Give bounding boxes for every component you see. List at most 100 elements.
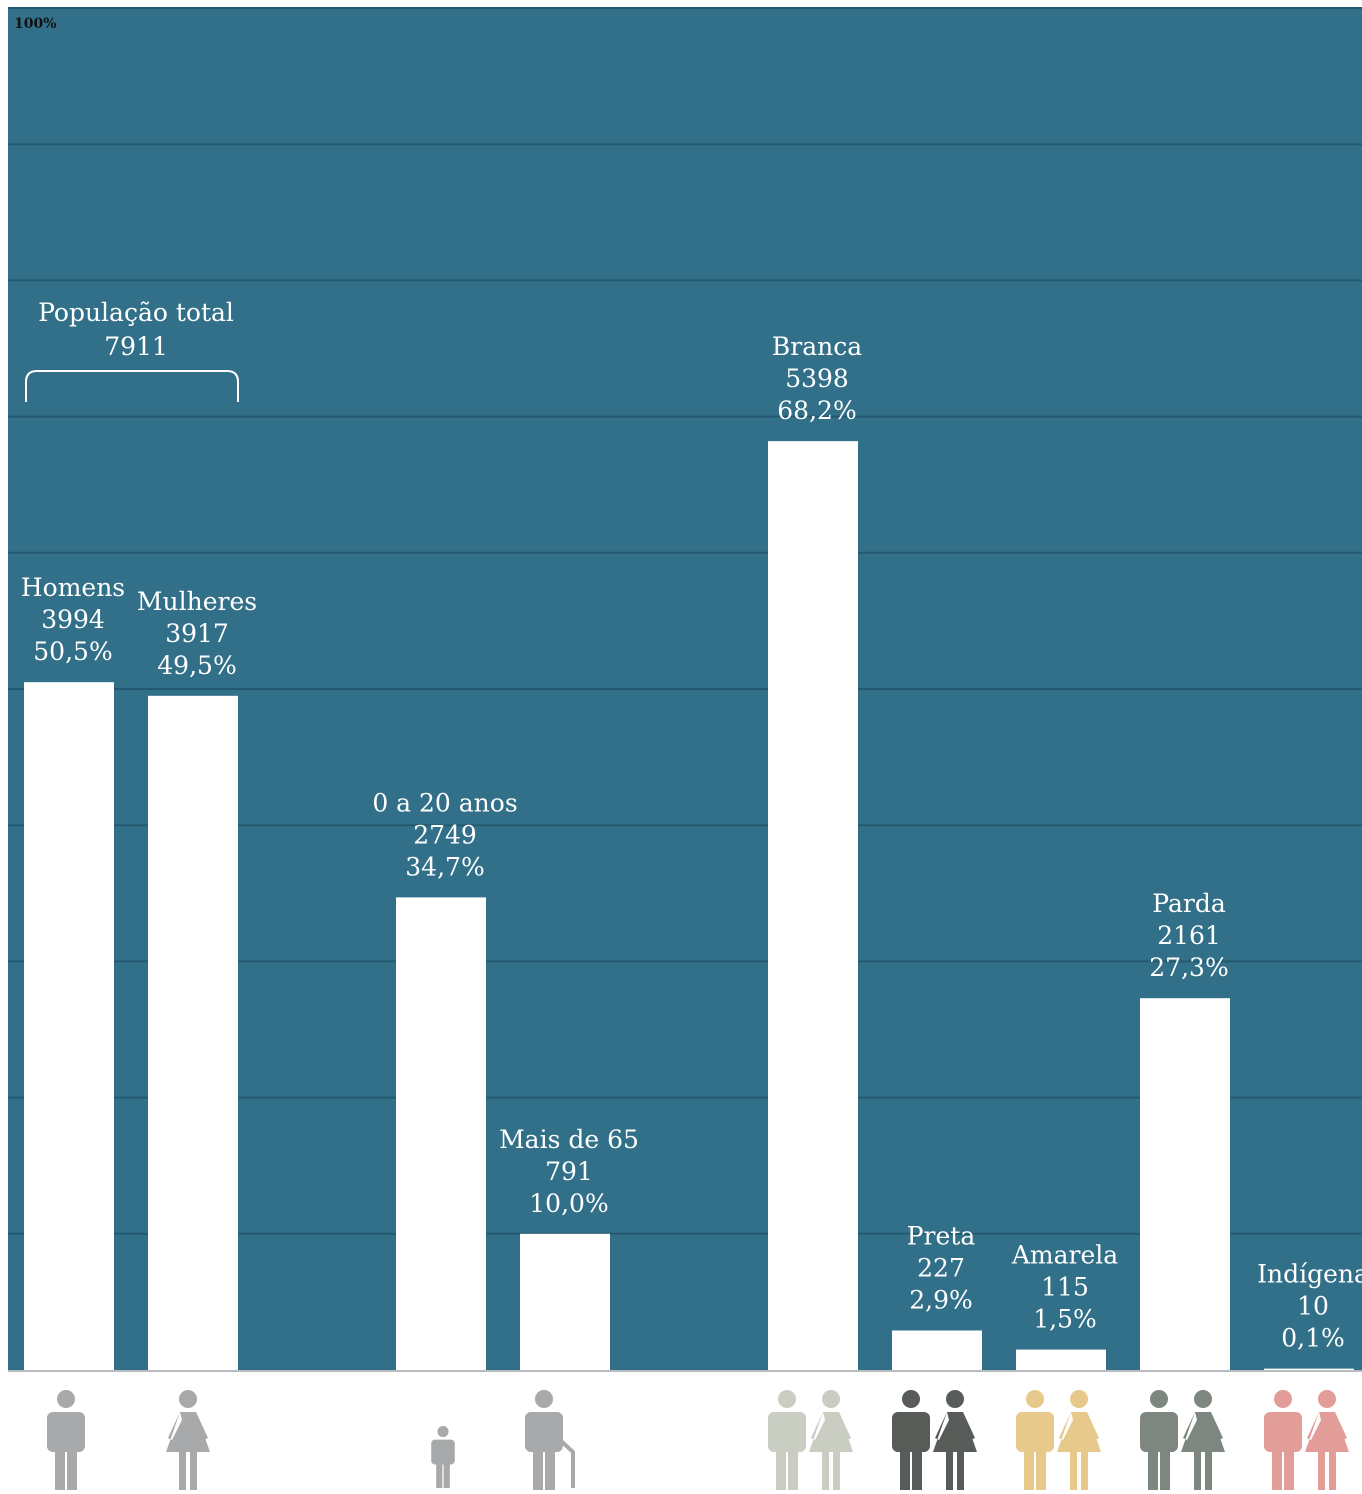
icon-part bbox=[1016, 1412, 1054, 1452]
icon-part bbox=[946, 1450, 953, 1490]
category-label: Preta bbox=[907, 1222, 976, 1251]
icon-part bbox=[55, 1446, 65, 1490]
icon-man bbox=[1016, 1390, 1054, 1490]
icon-part bbox=[912, 1446, 922, 1490]
bar bbox=[1140, 998, 1230, 1370]
icon-man bbox=[1140, 1390, 1178, 1490]
icon-part bbox=[809, 1412, 853, 1452]
value-label: 0,1% bbox=[1281, 1324, 1345, 1353]
icon-part bbox=[902, 1390, 920, 1408]
icon-woman bbox=[809, 1390, 853, 1490]
value-label: 27,3% bbox=[1149, 953, 1228, 982]
icon-part bbox=[179, 1450, 186, 1490]
bar bbox=[148, 695, 238, 1370]
count-label: 791 bbox=[545, 1157, 593, 1186]
icon-part bbox=[957, 1450, 964, 1490]
icon-part bbox=[57, 1390, 75, 1408]
icon-part bbox=[535, 1390, 553, 1408]
count-label: 115 bbox=[1041, 1273, 1089, 1302]
bar bbox=[1016, 1349, 1106, 1370]
category-label: Indígena bbox=[1257, 1260, 1362, 1289]
icon-part bbox=[437, 1426, 449, 1438]
icon-part bbox=[47, 1412, 85, 1452]
icon-cane bbox=[558, 1438, 575, 1488]
icon-part bbox=[436, 1460, 443, 1488]
count-label: 2161 bbox=[1157, 921, 1221, 950]
icon-part bbox=[179, 1390, 197, 1408]
icon-part bbox=[833, 1450, 840, 1490]
icon-part bbox=[946, 1390, 964, 1408]
icon-part bbox=[900, 1446, 910, 1490]
icon-man bbox=[892, 1390, 930, 1490]
icon-part bbox=[1181, 1412, 1225, 1452]
icon-part bbox=[1081, 1450, 1088, 1490]
bar bbox=[520, 1233, 610, 1370]
icon-part bbox=[67, 1446, 77, 1490]
count-label: 10 bbox=[1297, 1292, 1329, 1321]
icon-part bbox=[778, 1390, 796, 1408]
icon-part bbox=[1272, 1446, 1282, 1490]
icon-part bbox=[822, 1450, 829, 1490]
icon-part bbox=[525, 1412, 563, 1452]
icon-part bbox=[1264, 1412, 1302, 1452]
count-label: 3917 bbox=[165, 619, 229, 648]
icon-man bbox=[47, 1390, 85, 1490]
icon-woman bbox=[1305, 1390, 1349, 1490]
icon-part bbox=[768, 1412, 806, 1452]
icon-part bbox=[822, 1390, 840, 1408]
icon-child bbox=[431, 1426, 455, 1488]
icon-part bbox=[190, 1450, 197, 1490]
icon-part bbox=[1070, 1390, 1088, 1408]
icon-man bbox=[1264, 1390, 1302, 1490]
bar bbox=[1264, 1368, 1354, 1370]
y-tick-label: 100% bbox=[14, 16, 57, 32]
value-label: 1,5% bbox=[1033, 1305, 1097, 1334]
icon-woman bbox=[1057, 1390, 1101, 1490]
value-label: 34,7% bbox=[405, 852, 484, 881]
icon-part bbox=[443, 1460, 450, 1488]
icon-part bbox=[1150, 1390, 1168, 1408]
icon-woman bbox=[1181, 1390, 1225, 1490]
icon-part bbox=[1148, 1446, 1158, 1490]
value-label: 68,2% bbox=[777, 396, 856, 425]
icon-part bbox=[788, 1446, 798, 1490]
bar bbox=[892, 1330, 982, 1370]
value-label: 49,5% bbox=[157, 651, 236, 680]
icon-woman bbox=[166, 1390, 210, 1490]
value-label: 10,0% bbox=[529, 1189, 608, 1218]
count-label: 227 bbox=[917, 1254, 965, 1283]
category-label: Homens bbox=[21, 573, 125, 602]
total-label: População total bbox=[38, 298, 234, 327]
category-label: 0 a 20 anos bbox=[372, 788, 517, 817]
icon-part bbox=[1305, 1412, 1349, 1452]
icon-part bbox=[1194, 1390, 1212, 1408]
icon-part bbox=[1026, 1390, 1044, 1408]
icon-part bbox=[533, 1446, 543, 1490]
category-label: Mais de 65 bbox=[499, 1125, 639, 1154]
icon-part bbox=[1036, 1446, 1046, 1490]
category-label: Parda bbox=[1152, 889, 1226, 918]
icon-part bbox=[776, 1446, 786, 1490]
category-label: Branca bbox=[772, 332, 862, 361]
icon-part bbox=[1160, 1446, 1170, 1490]
icon-part bbox=[1140, 1412, 1178, 1452]
bar bbox=[24, 682, 114, 1370]
total-value: 7911 bbox=[104, 332, 168, 361]
value-label: 50,5% bbox=[33, 637, 112, 666]
icon-part bbox=[1318, 1450, 1325, 1490]
icon-part bbox=[892, 1412, 930, 1452]
icon-part bbox=[1024, 1446, 1034, 1490]
icon-part bbox=[1057, 1412, 1101, 1452]
count-label: 3994 bbox=[41, 605, 105, 634]
category-label: Amarela bbox=[1011, 1241, 1118, 1270]
icon-elderly bbox=[525, 1390, 563, 1490]
icon-part bbox=[166, 1412, 210, 1452]
icon-woman bbox=[933, 1390, 977, 1490]
icon-part bbox=[545, 1446, 555, 1490]
icon-part bbox=[1205, 1450, 1212, 1490]
category-label: Mulheres bbox=[137, 587, 257, 616]
bar bbox=[768, 441, 858, 1371]
icon-part bbox=[431, 1439, 455, 1465]
bar bbox=[396, 897, 486, 1370]
